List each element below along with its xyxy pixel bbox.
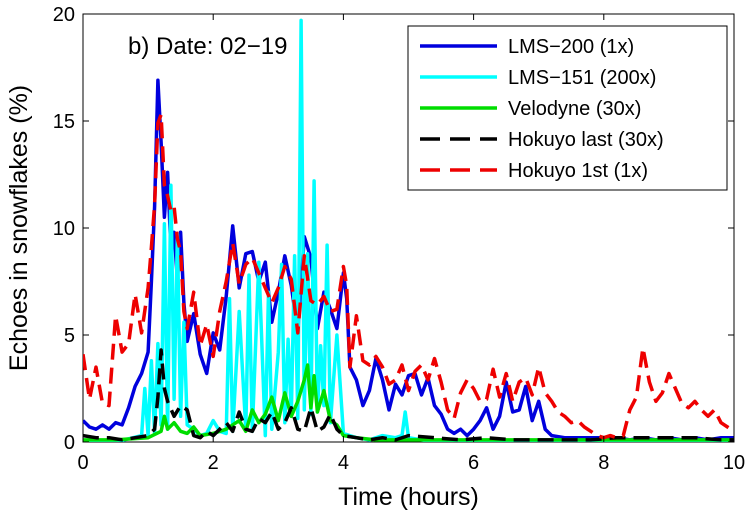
- y-tick-label: 5: [64, 325, 75, 347]
- series-line-3: [83, 348, 734, 442]
- y-tick-label: 20: [53, 4, 75, 26]
- x-axis-label: Time (hours): [338, 483, 479, 511]
- legend-label-2: Velodyne (30x): [508, 98, 641, 120]
- x-tick-label: 0: [77, 452, 88, 474]
- series-line-1: [83, 18, 734, 442]
- y-tick-label: 15: [53, 111, 75, 133]
- legend: LMS−200 (1x) LMS−151 (200x) Velodyne (30x)…: [407, 25, 728, 191]
- series-line-2: [83, 363, 734, 442]
- x-tick-label: 6: [468, 452, 479, 474]
- y-tick-label: 10: [53, 218, 75, 240]
- legend-label-1: LMS−151 (200x): [508, 67, 656, 89]
- y-tick-label: 0: [64, 432, 75, 454]
- tick-layer: 0 2 4 6 8 10 0 5 10 15 20: [53, 4, 745, 474]
- series-layer: [83, 18, 734, 442]
- legend-label-3: Hokuyo last (30x): [508, 129, 664, 151]
- x-tick-label: 10: [723, 452, 745, 474]
- x-tick-label: 2: [208, 452, 219, 474]
- legend-label-0: LMS−200 (1x): [508, 36, 634, 58]
- y-axis-label: Echoes in snowflakes (%): [5, 85, 33, 371]
- chart-annotation: b) Date: 02−19: [128, 33, 287, 60]
- x-tick-label: 4: [338, 452, 349, 474]
- x-tick-label: 8: [598, 452, 609, 474]
- legend-label-4: Hokuyo 1st (1x): [508, 160, 648, 182]
